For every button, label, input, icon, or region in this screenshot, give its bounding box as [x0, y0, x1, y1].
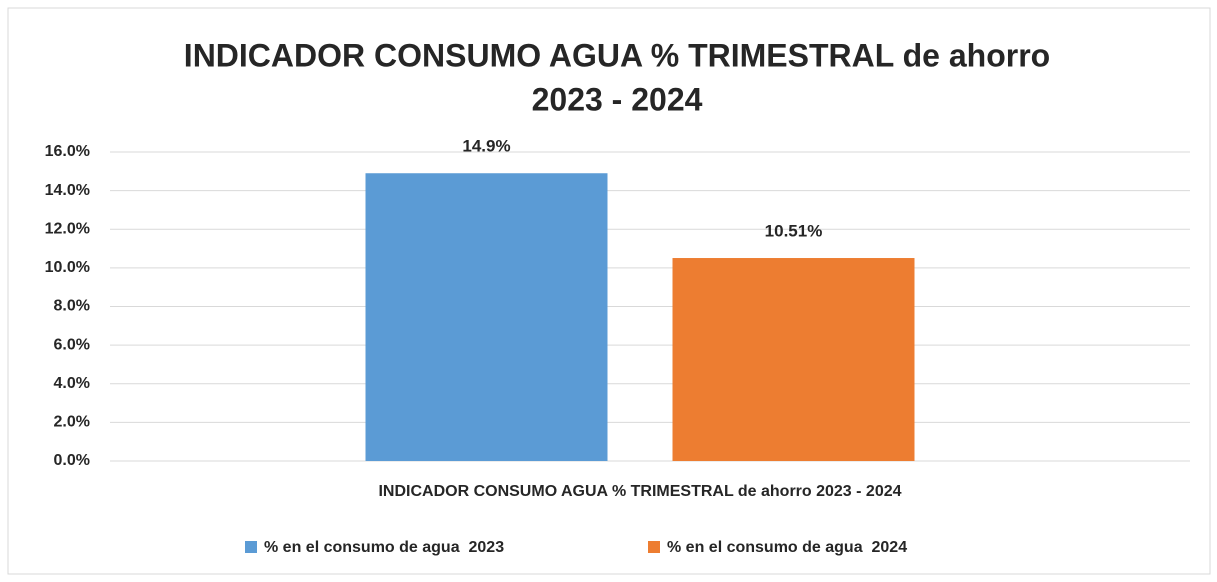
legend-swatch	[245, 541, 257, 553]
bar	[672, 258, 915, 461]
y-tick-label: 8.0%	[54, 298, 90, 315]
y-tick-label: 4.0%	[54, 375, 90, 392]
chart-title: INDICADOR CONSUMO AGUA % TRIMESTRAL de a…	[184, 37, 1050, 73]
y-tick-label: 0.0%	[54, 452, 90, 469]
y-tick-label: 6.0%	[54, 336, 90, 353]
legend-label: % en el consumo de agua 2023	[264, 539, 504, 556]
data-label: 14.9%	[462, 137, 510, 156]
x-tick-label: INDICADOR CONSUMO AGUA % TRIMESTRAL de a…	[378, 483, 901, 500]
y-tick-label: 16.0%	[45, 143, 90, 160]
legend-label: % en el consumo de agua 2024	[667, 539, 907, 556]
y-tick-label: 2.0%	[54, 414, 90, 431]
y-tick-label: 12.0%	[45, 220, 90, 237]
data-label: 10.51%	[765, 222, 823, 241]
legend-swatch	[648, 541, 660, 553]
y-tick-label: 14.0%	[45, 182, 90, 199]
y-tick-label: 10.0%	[45, 259, 90, 276]
chart-title: 2023 - 2024	[532, 81, 703, 117]
bar	[365, 173, 608, 461]
chart-border	[7, 7, 1211, 575]
